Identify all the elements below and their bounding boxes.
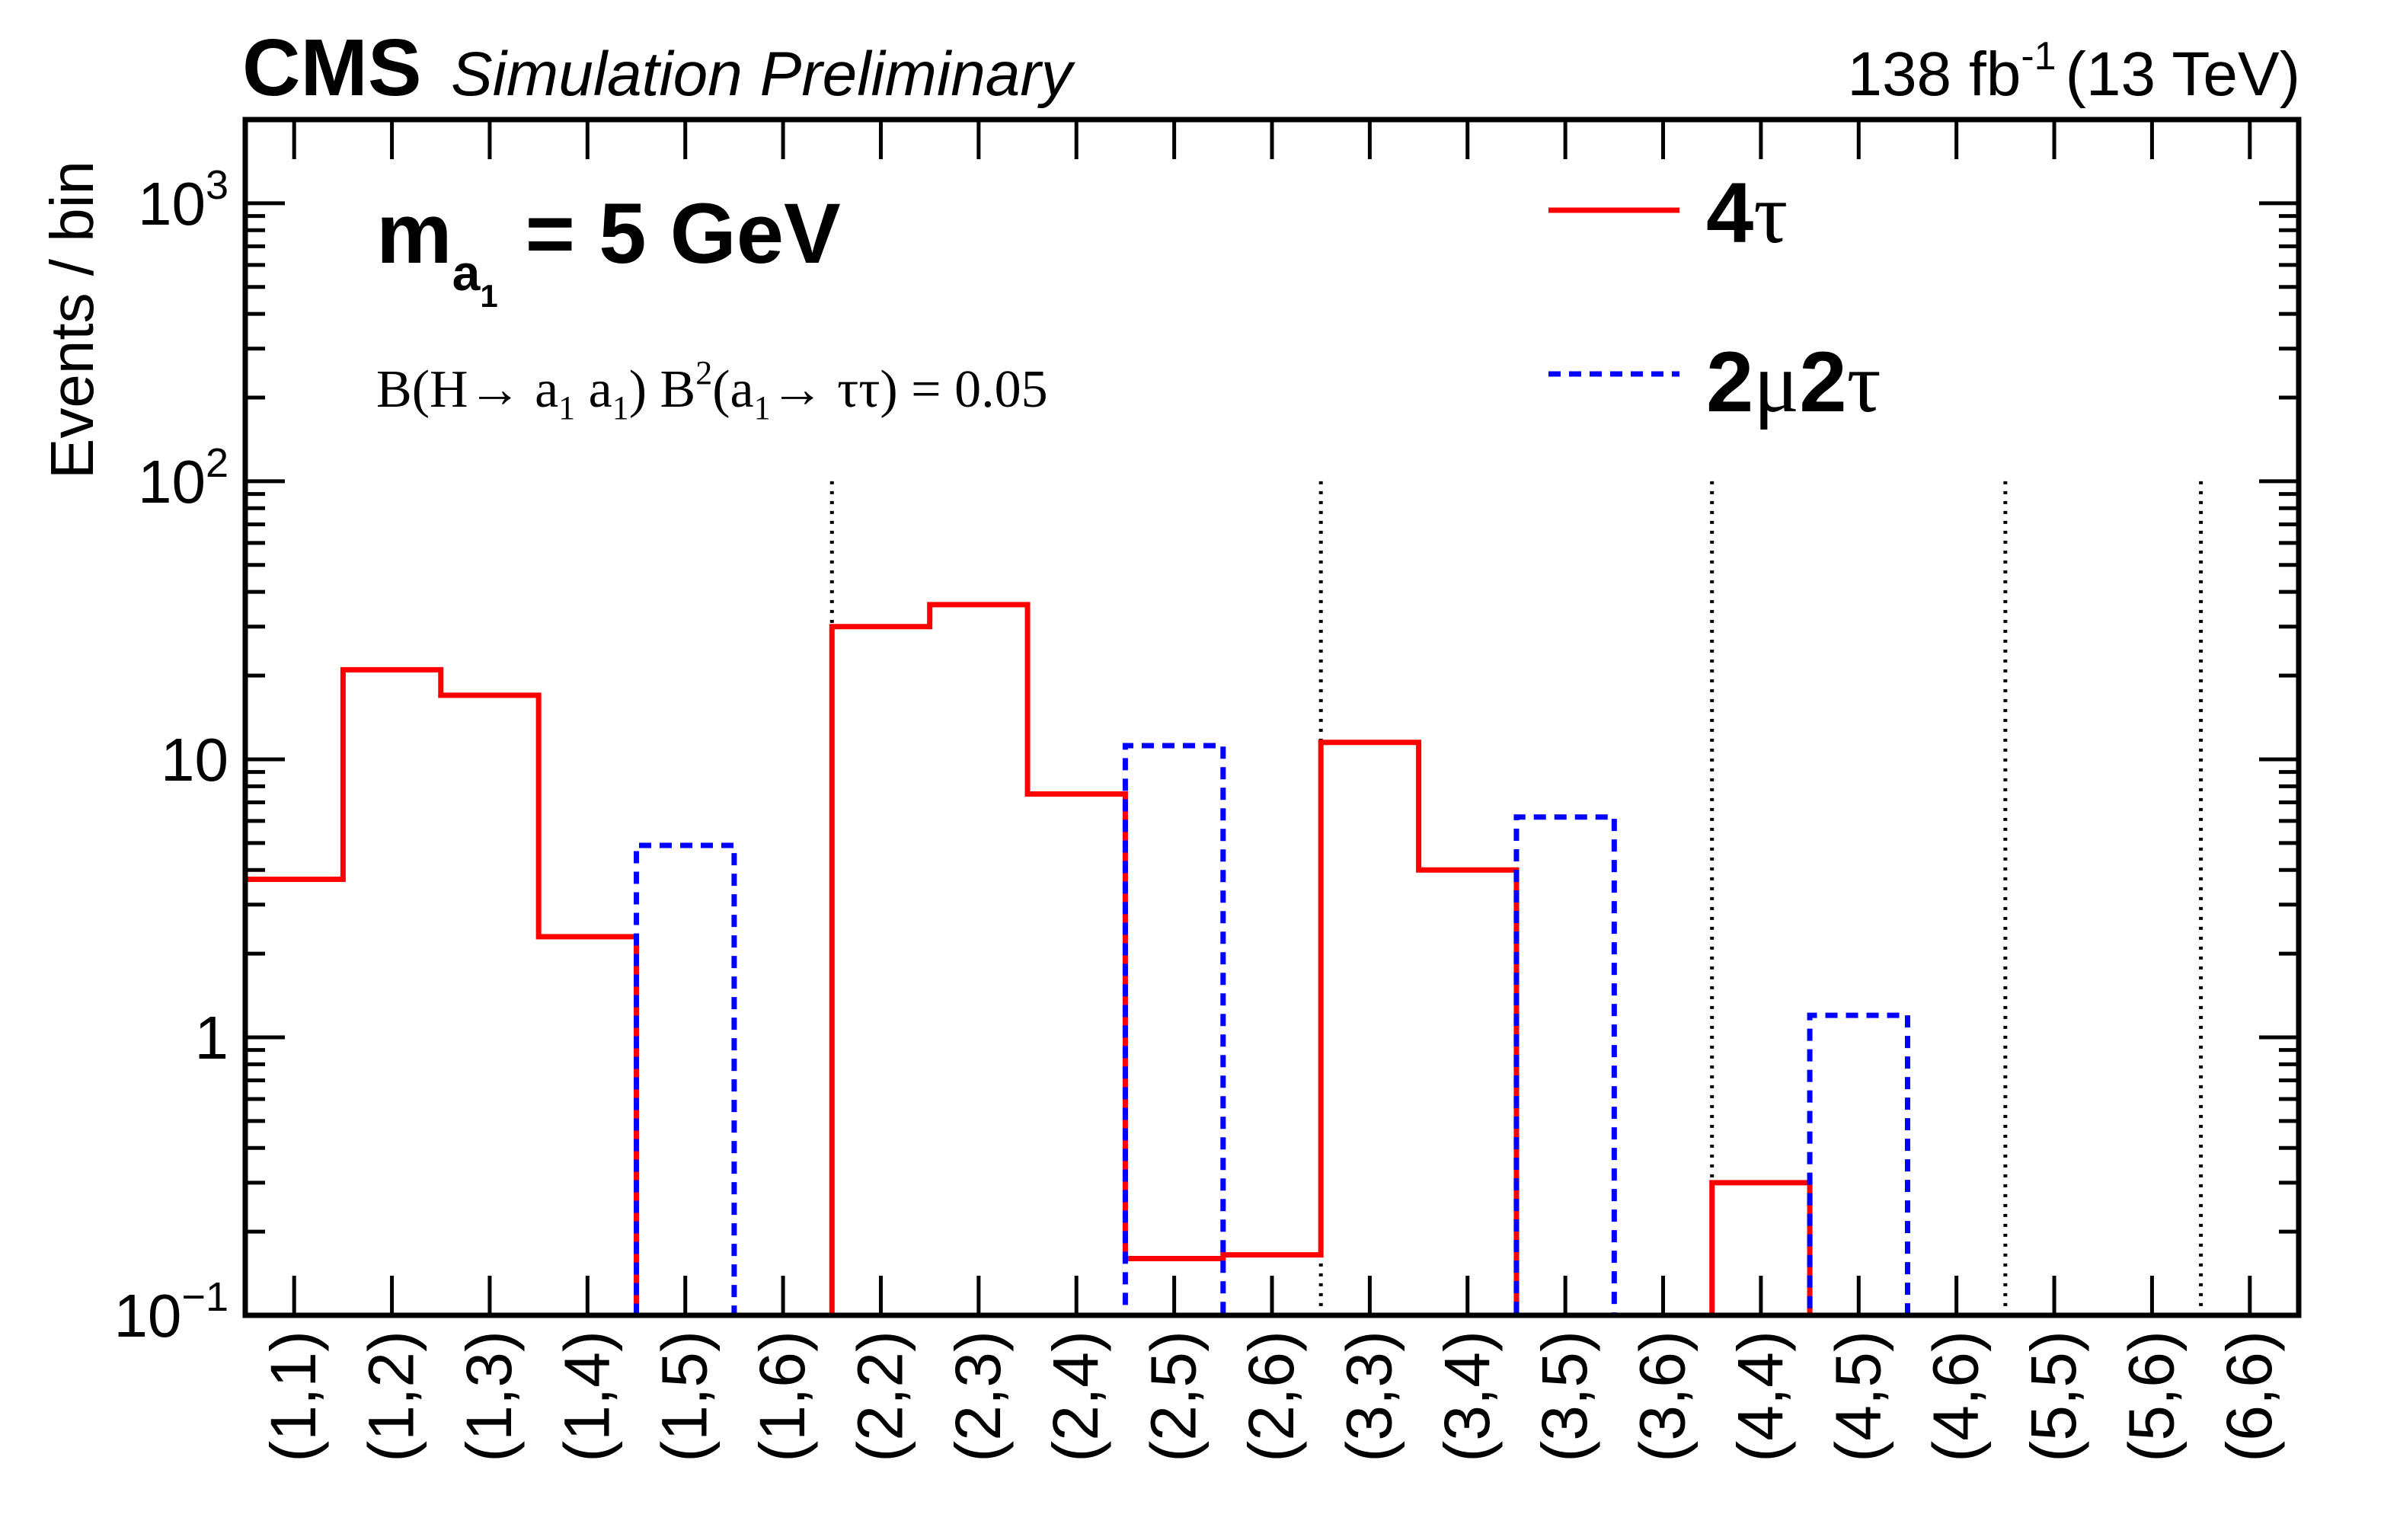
series-4tau-line — [242, 602, 2299, 1318]
x-category-label: (1,5) — [649, 1331, 721, 1462]
x-category-label: (6,6) — [2213, 1331, 2285, 1462]
x-category-label: (2,6) — [1235, 1331, 1307, 1462]
lumi-energy: (13 TeV) — [2066, 40, 2300, 109]
luminosity-label: 138 fb-1 (13 TeV) — [1847, 34, 2300, 109]
y-tick-label-4: 103 — [138, 162, 228, 238]
legend-2mu2tau-tau: τ — [1847, 336, 1881, 430]
br-part1: B(H — [376, 360, 468, 419]
mass-sub-a: a — [452, 244, 481, 301]
x-category-label: (1,6) — [746, 1331, 818, 1462]
br-sub1: 1 — [558, 389, 575, 427]
y-tick-label-1: 1 — [195, 1004, 229, 1072]
plot-frame — [242, 117, 2302, 1318]
x-category-label: (1,4) — [551, 1331, 622, 1462]
legend-label-4tau: 4τ — [1706, 165, 1788, 261]
legend-label-2mu2tau: 2μ2τ — [1706, 334, 1881, 430]
mass-sub-1: 1 — [480, 278, 497, 314]
br-part5: (a — [712, 360, 753, 419]
br-part2: a — [522, 360, 559, 419]
legend-2mu2tau-mu: μ — [1753, 336, 1799, 430]
y-tick-label-3: 102 — [138, 440, 228, 516]
br-part6: ττ) = 0.05 — [824, 360, 1048, 419]
x-category-label: (3,6) — [1627, 1331, 1699, 1462]
legend-2mu2tau-2a: 2 — [1706, 334, 1753, 430]
br-sup: 2 — [695, 354, 712, 391]
x-category-label: (3,3) — [1333, 1331, 1405, 1462]
x-category-label: (2,2) — [844, 1331, 916, 1462]
x-category-label: (4,6) — [1920, 1331, 1992, 1462]
y-tick-base: 10 — [138, 170, 206, 238]
legend-2mu2tau-2b: 2 — [1799, 334, 1846, 430]
br-arrow1: → — [468, 360, 522, 419]
x-category-label: (4,5) — [1822, 1331, 1893, 1462]
br-sub2: 1 — [612, 389, 629, 427]
series-2mu2tau-line — [245, 743, 2299, 1318]
lumi-value: 138 fb — [1847, 40, 2021, 109]
branching-ratio-label: B(H→ a1 a1) B2(a1→ ττ) = 0.05 — [376, 354, 1048, 427]
x-category-label: (1,2) — [356, 1331, 427, 1462]
mass-value: = 5 GeV — [526, 186, 841, 281]
x-category-label: (2,5) — [1138, 1331, 1210, 1462]
y-tick-exponent: −1 — [181, 1274, 228, 1320]
cms-label: CMS — [242, 23, 422, 113]
x-category-label: (5,6) — [2115, 1331, 2187, 1462]
x-category-label: (3,4) — [1431, 1331, 1503, 1462]
y-tick-label-0: 10−1 — [113, 1274, 228, 1350]
br-sub3: 1 — [754, 389, 771, 427]
legend: 4τ 2μ2τ — [1548, 165, 1881, 430]
x-category-label: (1,3) — [453, 1331, 525, 1462]
x-category-label: (2,3) — [942, 1331, 1014, 1462]
y-tick-base: 10 — [113, 1282, 181, 1350]
x-category-label: (1,1) — [257, 1331, 329, 1462]
y-tick-base: 1 — [195, 1004, 229, 1072]
y-axis-label: Events / bin — [38, 161, 106, 479]
x-category-label: (4,4) — [1724, 1331, 1796, 1462]
lumi-exponent: -1 — [2021, 34, 2056, 78]
y-tick-base: 10 — [161, 726, 228, 794]
legend-4tau-number: 4 — [1706, 165, 1753, 260]
simulation-preliminary-label: Simulation Preliminary — [451, 40, 1076, 109]
y-tick-base: 10 — [138, 448, 206, 516]
br-arrow2: → — [771, 360, 824, 419]
mass-label: ma1 = 5 GeV — [376, 186, 841, 314]
br-part4: ) B — [629, 360, 696, 419]
x-category-label: (2,4) — [1040, 1331, 1111, 1462]
y-tick-exponent: 2 — [206, 440, 228, 486]
x-category-label: (3,5) — [1529, 1331, 1600, 1462]
y-tick-exponent: 3 — [206, 162, 228, 208]
x-category-label: (5,5) — [2018, 1331, 2089, 1462]
legend-4tau-tau: τ — [1753, 167, 1788, 261]
mass-m: m — [376, 186, 452, 281]
y-tick-label-2: 10 — [161, 726, 228, 794]
br-part3: a — [575, 360, 612, 419]
